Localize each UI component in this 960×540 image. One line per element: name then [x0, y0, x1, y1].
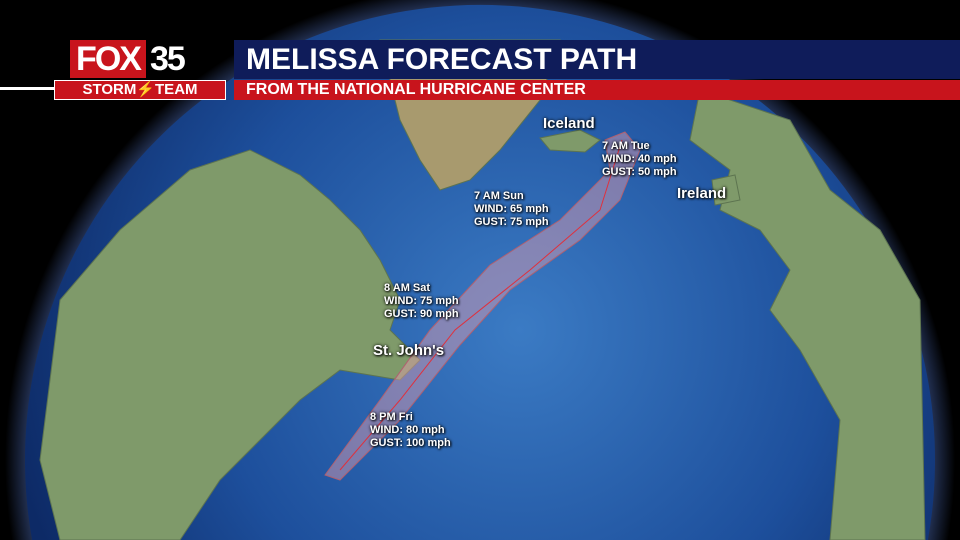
forecast-gust: GUST: 90 mph	[384, 308, 459, 320]
page-subtitle: FROM THE NATIONAL HURRICANE CENTER	[234, 80, 960, 100]
forecast-gust: GUST: 75 mph	[474, 216, 549, 228]
ireland-land	[711, 174, 741, 206]
forecast-wind: WIND: 65 mph	[474, 203, 549, 215]
logo-fox: FOX	[70, 40, 146, 78]
logo-storm-team: STORM⚡TEAM	[54, 80, 226, 100]
iceland-land	[539, 129, 601, 153]
place-label-st-johns: St. John's	[373, 342, 445, 359]
station-logo: FOX 35 STORM⚡TEAM	[54, 40, 228, 100]
divider-line	[0, 87, 56, 90]
logo-number: 35	[150, 40, 186, 78]
forecast-time: 7 AM Sun	[474, 190, 524, 202]
forecast-gust: GUST: 50 mph	[602, 166, 677, 178]
forecast-cone	[324, 131, 641, 481]
forecast-gust: GUST: 100 mph	[370, 437, 451, 449]
forecast-track-line	[339, 139, 623, 471]
forecast-point-label: 7 AM Tue WIND: 40 mph GUST: 50 mph	[602, 140, 677, 179]
forecast-time: 8 PM Fri	[370, 411, 413, 423]
place-label-ireland: Ireland	[677, 185, 727, 202]
forecast-wind: WIND: 40 mph	[602, 153, 677, 165]
north-america-land	[39, 149, 421, 540]
forecast-point-label: 8 AM Sat WIND: 75 mph GUST: 90 mph	[384, 282, 459, 321]
forecast-time: 7 AM Tue	[602, 140, 650, 152]
forecast-wind: WIND: 80 mph	[370, 424, 445, 436]
place-label-iceland: Iceland	[543, 115, 595, 132]
forecast-wind: WIND: 75 mph	[384, 295, 459, 307]
forecast-time: 8 AM Sat	[384, 282, 431, 294]
forecast-point-label: 7 AM Sun WIND: 65 mph GUST: 75 mph	[474, 190, 549, 229]
forecast-point-label: 8 PM Fri WIND: 80 mph GUST: 100 mph	[370, 411, 451, 450]
page-title: MELISSA FORECAST PATH	[234, 40, 960, 79]
